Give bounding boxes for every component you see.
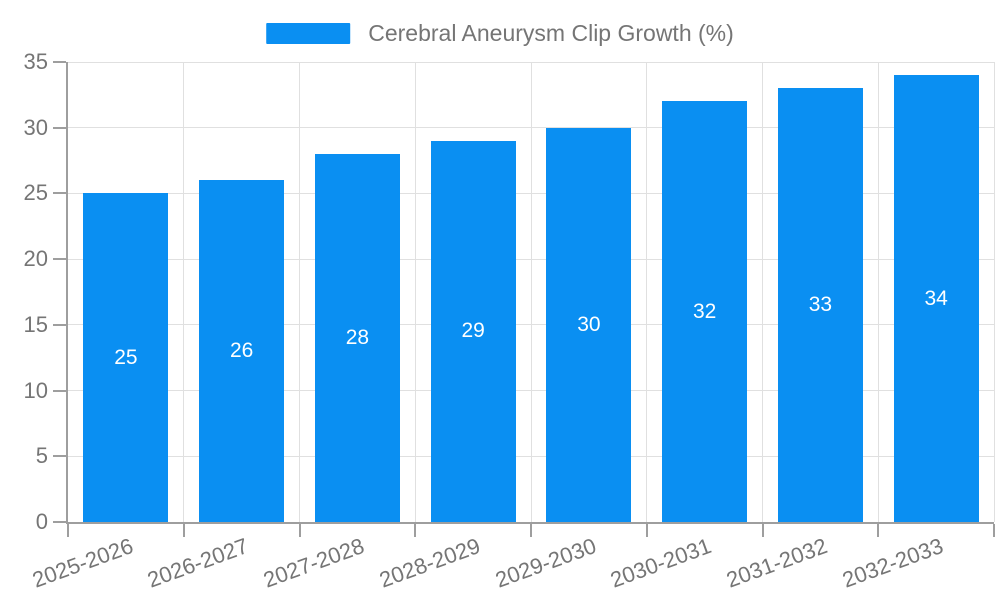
legend-swatch-icon [266,23,351,44]
x-tick-label: 2031-2032 [723,533,831,593]
legend-label: Cerebral Aneurysm Clip Growth (%) [368,20,734,46]
x-tick-label: 2026-2027 [144,533,252,593]
x-tick [414,524,417,537]
bar-value-label: 33 [808,293,833,317]
bar[interactable] [893,75,979,522]
y-tick [53,258,66,261]
x-gridline [877,62,879,522]
x-gridline [299,62,300,522]
x-gridline [993,62,995,522]
y-tick-label: 0 [35,509,48,534]
bar-value-label: 26 [229,339,254,363]
y-tick [53,323,66,326]
y-tick [53,61,66,63]
y-tick-label: 10 [23,377,48,403]
y-tick-label: 30 [23,114,48,140]
x-gridline [183,62,185,522]
x-gridline [530,62,532,522]
bar[interactable] [430,140,516,522]
x-tick-label: 2027-2028 [260,533,368,593]
x-tick [645,524,648,537]
y-tick [53,126,66,129]
bar-value-label: 32 [692,299,717,323]
plot-area: 0 5 10 15 20 25 30 35 25 2025-2026 26 2026-2027 28 20… [24,51,995,593]
x-tick-label: 2029-2030 [491,533,600,593]
bar[interactable] [314,154,400,522]
bar[interactable] [662,101,748,522]
bar[interactable] [83,193,169,522]
x-axis-line [66,522,994,524]
x-tick [761,524,764,537]
bar-value-label: 28 [345,326,370,349]
x-gridline [646,62,648,522]
bar[interactable] [546,127,632,522]
chart-legend[interactable]: Cerebral Aneurysm Clip Growth (%) [266,20,734,47]
x-tick-label: 2030-2031 [607,533,715,593]
x-gridline [414,62,416,522]
bar[interactable] [777,88,863,522]
x-tick-label: 2028-2029 [375,533,484,593]
y-axis-line [66,62,68,522]
y-tick [53,192,66,195]
bar-value-label: 25 [114,345,138,369]
x-tick [993,524,995,537]
x-tick [67,524,69,537]
x-tick [182,524,185,537]
bar[interactable] [199,180,285,522]
x-gridline [762,62,763,522]
y-tick-label: 25 [23,180,48,206]
y-tick-label: 15 [23,311,48,337]
x-tick-label: 2025-2026 [28,533,137,593]
bar-value-label: 34 [924,286,948,310]
x-tick-label: 2032-2033 [838,533,947,593]
y-tick-label: 35 [23,49,48,74]
y-tick-label: 5 [35,443,48,469]
x-tick [530,524,532,537]
x-tick [877,524,880,537]
y-tick [53,455,66,458]
y-tick [53,389,66,392]
bar-value-label: 29 [461,319,485,343]
x-tick [298,524,301,537]
y-tick-label: 20 [23,246,48,272]
bar-value-label: 30 [577,312,601,336]
y-tick [53,521,66,523]
